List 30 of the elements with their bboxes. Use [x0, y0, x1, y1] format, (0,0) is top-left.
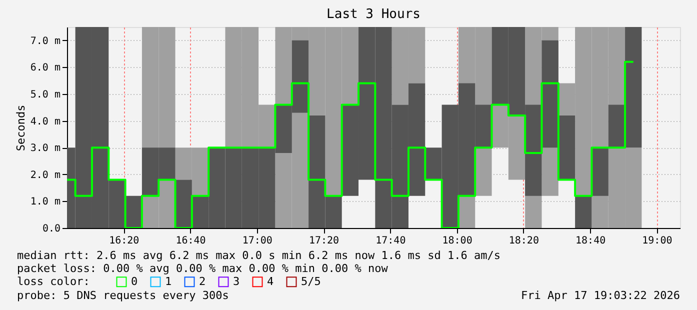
text: median rtt: 2.6 ms avg 6.2 ms max 0.0 s min 6.2 ms now 1.6 ms sd 1.6 am/s	[17, 249, 500, 262]
chart-title: Last 3 Hours	[326, 7, 420, 22]
text: Fri Apr 17 19:03:22 2026	[521, 289, 680, 302]
legend-title: loss color:	[17, 275, 90, 288]
y-tick-label: 0.0	[42, 224, 60, 234]
text: probe: 5 DNS requests every 300s	[17, 289, 229, 302]
text: packet loss: 0.00 % avg 0.00 % max 0.00 % min 0.00 % now	[17, 262, 388, 275]
y-tick-label: 1.0 m	[30, 196, 60, 208]
y-tick-label: 6.0 m	[30, 62, 60, 74]
y-tick-label: 7.0 m	[30, 36, 60, 47]
y-tick-label: 2.0 m	[30, 170, 60, 181]
legend-label: 1	[165, 274, 172, 288]
legend-label: 3	[233, 274, 240, 288]
x-tick-label: 17:20	[308, 236, 340, 246]
x-tick-label: 19:00	[642, 236, 672, 246]
x-tick-label: 17:00	[242, 236, 272, 246]
legend-label: 0	[131, 274, 138, 288]
legend-label: 5/5	[301, 274, 321, 288]
x-tick-label: 17:40	[376, 236, 406, 246]
x-tick-label: 16:40	[176, 236, 206, 246]
x-tick-label: 16:20	[109, 236, 140, 246]
y-axis-title: Seconds	[14, 104, 28, 152]
y-tick-label: 3.0 m	[30, 143, 60, 154]
x-tick-label: 18:20	[508, 236, 539, 246]
y-tick-label: 4.0 m	[30, 116, 60, 128]
x-tick-label: 18:00	[442, 236, 472, 246]
y-tick-label: 5.0 m	[30, 90, 60, 100]
x-tick-label: 18:40	[575, 236, 606, 246]
legend-label: 2	[199, 274, 206, 288]
legend-label: 4	[267, 274, 274, 288]
